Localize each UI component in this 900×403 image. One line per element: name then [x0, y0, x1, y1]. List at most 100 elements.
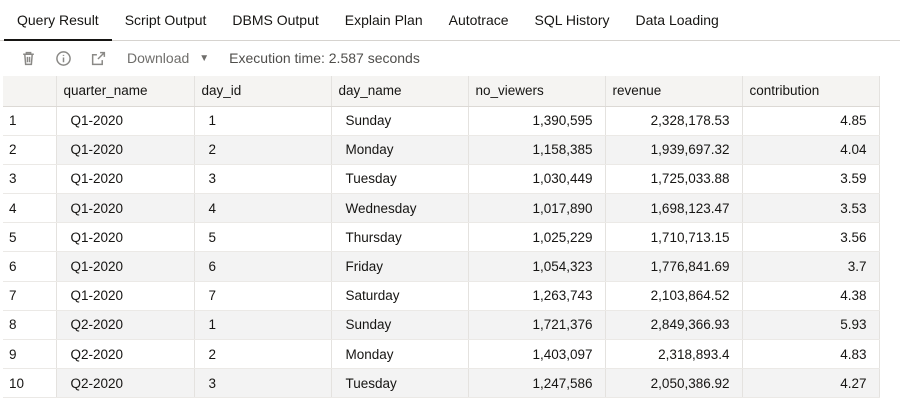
cell-day-id[interactable]: 7 — [194, 281, 332, 311]
cell-no-viewers[interactable]: 1,030,449 — [468, 164, 606, 195]
cell-quarter-name[interactable]: Q1-2020 — [56, 251, 195, 282]
info-icon[interactable] — [53, 48, 73, 68]
cell-day-name[interactable]: Sunday — [331, 310, 469, 341]
cell-day-name[interactable]: Wednesday — [331, 193, 469, 224]
table-row[interactable]: 9 Q2-2020 2 Monday 1,403,097 2,318,893.4 4.83 — [3, 339, 880, 370]
cell-revenue[interactable]: 1,939,697.32 — [605, 135, 743, 165]
table-row[interactable]: 3 Q1-2020 3 Tuesday 1,030,449 1,725,033.88 3.5… — [3, 164, 880, 195]
table-row[interactable]: 5 Q1-2020 5 Thursday 1,025,229 1,710,713.15 3.… — [3, 222, 880, 253]
cell-revenue[interactable]: 2,318,893.4 — [605, 339, 743, 370]
cell-contribution[interactable]: 4.27 — [742, 368, 880, 399]
cell-day-id[interactable]: 2 — [194, 339, 332, 370]
download-dropdown[interactable]: Download ▼ — [127, 50, 209, 66]
cell-no-viewers[interactable]: 1,054,323 — [468, 251, 606, 282]
cell-revenue[interactable]: 1,710,713.15 — [605, 222, 743, 253]
column-header[interactable]: no_viewers — [468, 76, 606, 107]
cell-contribution[interactable]: 4.85 — [742, 106, 880, 136]
table-row[interactable]: 8 Q2-2020 1 Sunday 1,721,376 2,849,366.93 5.93 — [3, 310, 880, 341]
cell-no-viewers[interactable]: 1,247,586 — [468, 368, 606, 399]
cell-day-id[interactable]: 1 — [194, 106, 332, 136]
cell-quarter-name[interactable]: Q2-2020 — [56, 368, 195, 399]
tab-sql-history[interactable]: SQL History — [534, 12, 610, 28]
cell-day-name[interactable]: Tuesday — [331, 164, 469, 195]
cell-contribution[interactable]: 3.7 — [742, 251, 880, 282]
table-row[interactable]: 6 Q1-2020 6 Friday 1,054,323 1,776,841.69 3.7 — [3, 251, 880, 282]
table-row[interactable]: 4 Q1-2020 4 Wednesday 1,017,890 1,698,123.47 3… — [3, 193, 880, 224]
cell-day-id[interactable]: 2 — [194, 135, 332, 165]
cell-no-viewers[interactable]: 1,025,229 — [468, 222, 606, 253]
row-number[interactable]: 3 — [3, 164, 57, 195]
cell-quarter-name[interactable]: Q1-2020 — [56, 106, 195, 136]
table-row[interactable]: 7 Q1-2020 7 Saturday 1,263,743 2,103,864.52 4.… — [3, 281, 880, 311]
tab-explain-plan[interactable]: Explain Plan — [344, 12, 423, 28]
cell-day-name[interactable]: Thursday — [331, 222, 469, 253]
cell-contribution[interactable]: 4.38 — [742, 281, 880, 311]
table-row[interactable]: 2 Q1-2020 2 Monday 1,158,385 1,939,697.32 4.04 — [3, 135, 880, 165]
column-header[interactable]: day_id — [194, 76, 332, 107]
cell-revenue[interactable]: 1,698,123.47 — [605, 193, 743, 224]
download-label: Download — [127, 50, 190, 66]
execution-time: Execution time: 2.587 seconds — [229, 50, 420, 66]
cell-contribution[interactable]: 3.53 — [742, 193, 880, 224]
cell-no-viewers[interactable]: 1,721,376 — [468, 310, 606, 341]
cell-contribution[interactable]: 3.59 — [742, 164, 880, 195]
cell-quarter-name[interactable]: Q1-2020 — [56, 193, 195, 224]
cell-no-viewers[interactable]: 1,263,743 — [468, 281, 606, 311]
cell-quarter-name[interactable]: Q1-2020 — [56, 222, 195, 253]
row-number[interactable]: 4 — [3, 193, 57, 224]
cell-quarter-name[interactable]: Q1-2020 — [56, 164, 195, 195]
cell-day-name[interactable]: Monday — [331, 135, 469, 165]
cell-quarter-name[interactable]: Q2-2020 — [56, 310, 195, 341]
cell-day-name[interactable]: Tuesday — [331, 368, 469, 399]
cell-no-viewers[interactable]: 1,017,890 — [468, 193, 606, 224]
open-external-icon[interactable] — [88, 48, 108, 68]
row-number[interactable]: 2 — [3, 135, 57, 165]
tab-dbms-output[interactable]: DBMS Output — [232, 12, 319, 28]
table-row[interactable]: 1 Q1-2020 1 Sunday 1,390,595 2,328,178.53 4.85 — [3, 106, 880, 136]
cell-quarter-name[interactable]: Q1-2020 — [56, 281, 195, 311]
cell-contribution[interactable]: 4.83 — [742, 339, 880, 370]
cell-no-viewers[interactable]: 1,158,385 — [468, 135, 606, 165]
cell-revenue[interactable]: 2,849,366.93 — [605, 310, 743, 341]
tab-query-result[interactable]: Query Result — [4, 0, 112, 41]
row-number-header — [3, 76, 57, 107]
cell-revenue[interactable]: 1,725,033.88 — [605, 164, 743, 195]
cell-day-id[interactable]: 1 — [194, 310, 332, 341]
cell-day-name[interactable]: Saturday — [331, 281, 469, 311]
column-header[interactable]: contribution — [742, 76, 880, 107]
row-number[interactable]: 9 — [3, 339, 57, 370]
cell-quarter-name[interactable]: Q1-2020 — [56, 135, 195, 165]
cell-no-viewers[interactable]: 1,403,097 — [468, 339, 606, 370]
column-header[interactable]: quarter_name — [56, 76, 195, 107]
cell-contribution[interactable]: 4.04 — [742, 135, 880, 165]
trash-icon[interactable] — [18, 48, 38, 68]
cell-revenue[interactable]: 1,776,841.69 — [605, 251, 743, 282]
tab-data-loading[interactable]: Data Loading — [635, 12, 719, 28]
column-header[interactable]: revenue — [605, 76, 743, 107]
table-row[interactable]: 10 Q2-2020 3 Tuesday 1,247,586 2,050,386.92 4.… — [3, 368, 880, 399]
cell-day-id[interactable]: 3 — [194, 164, 332, 195]
row-number[interactable]: 10 — [3, 368, 57, 399]
row-number[interactable]: 8 — [3, 310, 57, 341]
cell-day-name[interactable]: Monday — [331, 339, 469, 370]
cell-contribution[interactable]: 5.93 — [742, 310, 880, 341]
cell-quarter-name[interactable]: Q2-2020 — [56, 339, 195, 370]
row-number[interactable]: 1 — [3, 106, 57, 136]
cell-day-name[interactable]: Sunday — [331, 106, 469, 136]
column-header[interactable]: day_name — [331, 76, 469, 107]
cell-day-id[interactable]: 5 — [194, 222, 332, 253]
cell-contribution[interactable]: 3.56 — [742, 222, 880, 253]
cell-day-id[interactable]: 6 — [194, 251, 332, 282]
cell-day-id[interactable]: 3 — [194, 368, 332, 399]
tab-autotrace[interactable]: Autotrace — [448, 12, 509, 28]
cell-revenue[interactable]: 2,103,864.52 — [605, 281, 743, 311]
row-number[interactable]: 7 — [3, 281, 57, 311]
cell-no-viewers[interactable]: 1,390,595 — [468, 106, 606, 136]
cell-day-id[interactable]: 4 — [194, 193, 332, 224]
row-number[interactable]: 5 — [3, 222, 57, 253]
row-number[interactable]: 6 — [3, 251, 57, 282]
cell-day-name[interactable]: Friday — [331, 251, 469, 282]
cell-revenue[interactable]: 2,050,386.92 — [605, 368, 743, 399]
cell-revenue[interactable]: 2,328,178.53 — [605, 106, 743, 136]
tab-script-output[interactable]: Script Output — [124, 12, 207, 28]
